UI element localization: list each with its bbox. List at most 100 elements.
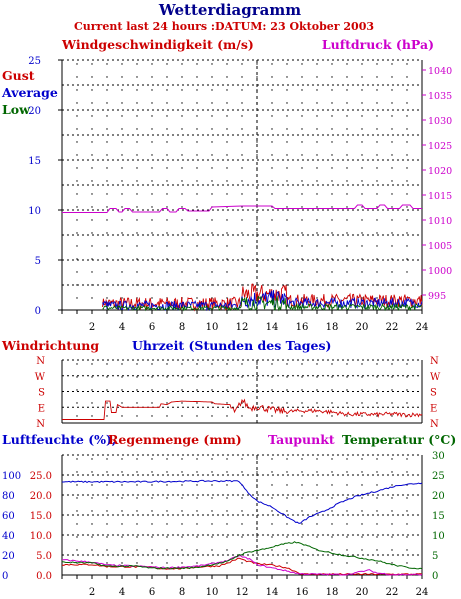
chart-subtitle: Current last 24 hours :DATUM: 23 Oktober… [74, 20, 374, 33]
grid-dot [151, 284, 153, 286]
grid-dot [196, 297, 198, 299]
grid-dot [376, 363, 378, 365]
grid-dot [106, 245, 108, 247]
grid-dot [76, 102, 78, 104]
grid-dot [121, 376, 123, 378]
grid-dot [166, 76, 168, 78]
grid-dot [301, 536, 303, 538]
grid-dot [316, 402, 318, 404]
grid-dot [76, 523, 78, 525]
grid-dot [151, 102, 153, 104]
grid-dot [241, 89, 243, 91]
grid-dot [406, 258, 408, 260]
wind-panel-series [62, 204, 423, 312]
grid-dot [406, 206, 408, 208]
grid-dot [256, 232, 258, 234]
time-x-tick-label: 14 [266, 322, 279, 333]
grid-dot [121, 271, 123, 273]
grid-dot [196, 193, 198, 195]
grid-dot [166, 141, 168, 143]
grid-dot [241, 284, 243, 286]
grid-dot [151, 389, 153, 391]
grid-dot [106, 258, 108, 260]
grid-dot [241, 193, 243, 195]
grid-dot [151, 115, 153, 117]
grid-dot [121, 102, 123, 104]
bottom-time-x-tick-label: 6 [149, 587, 155, 598]
grid-dot [91, 271, 93, 273]
grid-dot [151, 245, 153, 247]
grid-dot [121, 471, 123, 473]
grid-dot [136, 206, 138, 208]
grid-dot [301, 89, 303, 91]
grid-dot [121, 549, 123, 551]
grid-dot [376, 415, 378, 417]
grid-dot [151, 206, 153, 208]
grid-dot [241, 376, 243, 378]
grid-dot [271, 63, 273, 65]
grid-dot [106, 402, 108, 404]
grid-dot [376, 89, 378, 91]
grid-dot [196, 402, 198, 404]
grid-dot [91, 232, 93, 234]
grid-dot [271, 76, 273, 78]
grid-dot [76, 402, 78, 404]
grid-dot [136, 471, 138, 473]
grid-dot [286, 115, 288, 117]
grid-dot [391, 102, 393, 104]
grid-dot [271, 389, 273, 391]
grid-dot [331, 497, 333, 499]
grid-dot [331, 484, 333, 486]
grid-dot [376, 402, 378, 404]
grid-dot [166, 549, 168, 551]
grid-dot [151, 154, 153, 156]
wind-panel-grid [61, 59, 423, 311]
grid-dot [391, 258, 393, 260]
grid-dot [76, 271, 78, 273]
grid-dot [151, 76, 153, 78]
grid-dot [301, 180, 303, 182]
grid-dot [106, 128, 108, 130]
grid-dot [241, 245, 243, 247]
grid-dot [91, 523, 93, 525]
grid-dot [76, 284, 78, 286]
grid-dot [376, 510, 378, 512]
grid-dot [121, 523, 123, 525]
grid-dot [91, 167, 93, 169]
grid-dot [226, 402, 228, 404]
grid-dot [316, 180, 318, 182]
grid-dot [376, 523, 378, 525]
grid-dot [136, 76, 138, 78]
grid-dot [181, 128, 183, 130]
grid-dot [211, 376, 213, 378]
grid-dot [256, 141, 258, 143]
humidity-y-tick-label: 80 [2, 491, 15, 502]
grid-dot [196, 232, 198, 234]
grid-dot [346, 523, 348, 525]
grid-dot [346, 193, 348, 195]
humidity-y-tick-label: 100 [2, 471, 21, 482]
grid-dot [301, 549, 303, 551]
rain-axis-label: Regenmenge (mm) [108, 432, 242, 447]
grid-dot [76, 219, 78, 221]
grid-dot [286, 206, 288, 208]
grid-dot [361, 376, 363, 378]
grid-dot [76, 363, 78, 365]
grid-dot [211, 258, 213, 260]
grid-dot [211, 167, 213, 169]
grid-dot [196, 167, 198, 169]
grid-dot [406, 219, 408, 221]
grid-dot [196, 471, 198, 473]
grid-dot [91, 180, 93, 182]
grid-dot [316, 63, 318, 65]
grid-dot [391, 284, 393, 286]
grid-dot [301, 258, 303, 260]
grid-dot [391, 415, 393, 417]
grid-dot [76, 76, 78, 78]
grid-dot [346, 471, 348, 473]
series-average [102, 290, 423, 312]
grid-dot [286, 89, 288, 91]
legend-average: Average [1, 85, 58, 100]
grid-dot [106, 549, 108, 551]
grid-dot [241, 389, 243, 391]
